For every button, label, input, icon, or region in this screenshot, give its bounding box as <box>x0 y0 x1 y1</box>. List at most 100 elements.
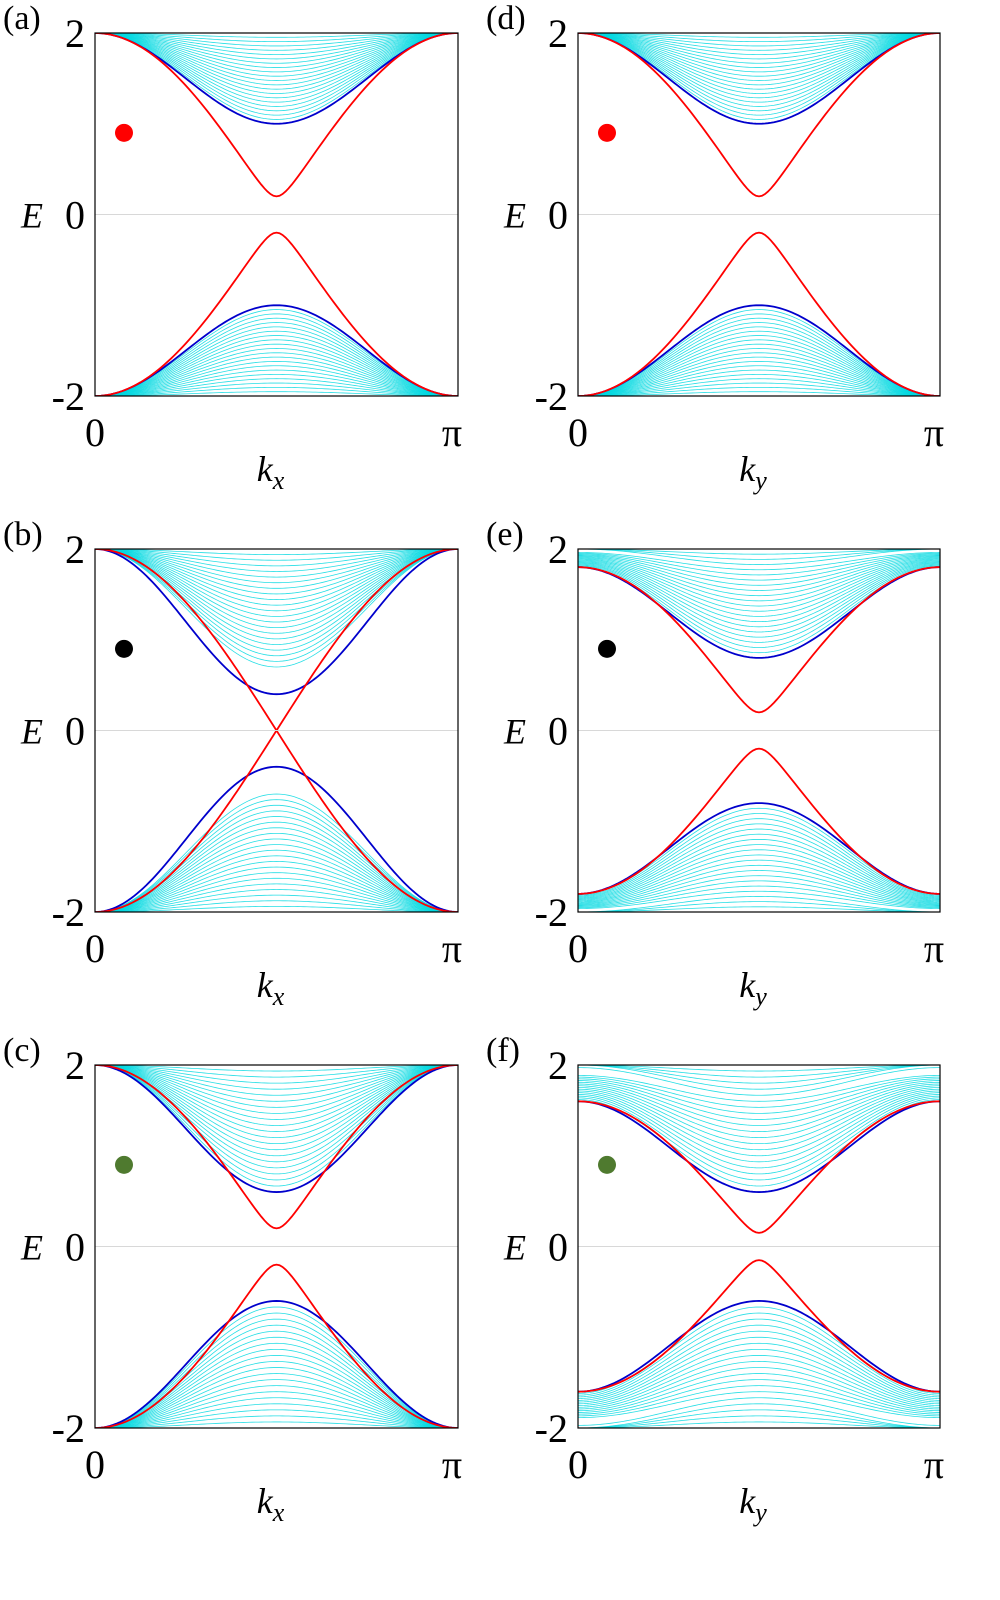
bulk-band-line <box>578 549 940 560</box>
bulk-band-line <box>578 552 940 576</box>
bulk-band-line <box>95 1348 458 1428</box>
y-axis-label: E <box>20 1228 43 1268</box>
x-axis-label-subscript: x <box>272 1498 285 1527</box>
bulk-band-line <box>578 33 940 47</box>
y-axis-label: E <box>20 196 43 236</box>
bulk-band-line <box>95 549 458 640</box>
state-marker-dot <box>598 639 616 658</box>
bulk-band-line <box>95 356 458 396</box>
x-tick-label: 0 <box>85 410 105 455</box>
bulk-band-line <box>95 1373 458 1428</box>
curves <box>95 33 458 396</box>
bulk-band-line <box>578 1065 940 1078</box>
bulk-band-line <box>95 33 458 56</box>
bulk-band-line <box>95 799 458 912</box>
y-axis-label: E <box>503 1228 526 1268</box>
bulk-band-line <box>578 1354 940 1408</box>
bulk-band-line <box>578 33 940 90</box>
x-axis-label-subscript: y <box>752 1498 767 1527</box>
bulk-band-line <box>95 1065 458 1169</box>
panel-label: (f) <box>486 1032 520 1069</box>
bulk-band-line <box>95 1354 458 1428</box>
bulk-band-line <box>578 549 940 555</box>
bulk-band-line <box>95 1318 458 1428</box>
bulk-band-line <box>578 844 940 902</box>
bulk-band-line <box>95 1065 458 1084</box>
red-edge-state <box>95 231 458 396</box>
bulk-band-line <box>578 33 940 86</box>
panel-label: (c) <box>3 1032 41 1069</box>
bulk-band-line <box>578 1080 940 1120</box>
bulk-band-line <box>578 1088 940 1151</box>
bulk-band-line <box>95 322 458 396</box>
bulk-band-line <box>578 1403 940 1428</box>
bulk-band-line <box>578 1324 940 1400</box>
bulk-band-line <box>95 804 458 912</box>
bulk-band-line <box>578 33 940 81</box>
blue-band-line <box>95 1065 458 1193</box>
bulk-band-line <box>95 1065 458 1108</box>
bulk-band-line <box>578 1095 940 1175</box>
bulk-band-line <box>95 1065 458 1187</box>
bulk-band-line <box>95 33 458 112</box>
bulk-band-line <box>95 1065 458 1120</box>
bulk-band-line <box>95 549 458 600</box>
bulk-band-line <box>95 330 458 396</box>
bulk-band-line <box>95 339 458 396</box>
bulk-band-line <box>95 872 458 912</box>
bulk-band-line <box>95 1336 458 1428</box>
bulk-band-line <box>95 33 458 103</box>
bulk-band-line <box>95 821 458 912</box>
x-tick-label: 0 <box>568 926 588 971</box>
x-axis-label: ky <box>739 965 767 1011</box>
x-axis-label-subscript: y <box>752 466 767 495</box>
y-tick-label: 2 <box>65 1043 85 1088</box>
plot-frame <box>577 548 941 913</box>
red-edge-state <box>578 566 940 714</box>
bulk-band-line <box>95 1065 458 1139</box>
bulk-band-line <box>95 33 458 51</box>
bulk-band-line <box>95 1403 458 1428</box>
state-marker-dot <box>598 1155 616 1174</box>
bulk-band-line <box>95 1065 458 1175</box>
bulk-band-line <box>95 369 458 396</box>
bulk-band-line <box>95 549 458 634</box>
bulk-band-line <box>95 889 458 912</box>
bulk-band-line <box>578 875 940 907</box>
bulk-band-line <box>95 1415 458 1428</box>
bulk-band-line <box>95 861 458 912</box>
bulk-band-line <box>578 859 940 904</box>
bulk-band-line <box>578 33 940 112</box>
bulk-band-line <box>578 1409 940 1428</box>
bulk-band-line <box>578 1067 940 1096</box>
y-tick-label: 0 <box>548 1225 568 1270</box>
bulk-band-line <box>578 1415 940 1428</box>
bulk-band-line <box>578 1312 940 1396</box>
bulk-band-line <box>95 1409 458 1428</box>
bulk-band-line <box>578 813 940 896</box>
bulk-band-line <box>578 330 940 396</box>
bulk-band-line <box>95 549 458 589</box>
y-tick-label: 0 <box>65 193 85 238</box>
bulk-band-line <box>578 1076 940 1108</box>
blue-band-line <box>578 304 940 396</box>
state-marker-dot <box>115 1155 133 1174</box>
bulk-band-line <box>95 1065 458 1126</box>
bulk-band-line <box>95 1065 458 1181</box>
bulk-band-line <box>95 373 458 396</box>
bulk-band-line <box>578 33 940 38</box>
bulk-band-line <box>578 33 940 103</box>
bulk-band-line <box>95 549 458 572</box>
bulk-band-line <box>95 348 458 396</box>
x-axis-label: kx <box>257 965 285 1011</box>
bulk-band-line <box>578 339 940 396</box>
bulk-band-line <box>578 1361 940 1410</box>
bulk-band-line <box>95 1361 458 1428</box>
y-tick-label: 2 <box>65 11 85 56</box>
red-edge-state <box>95 1263 458 1428</box>
bulk-band-line <box>95 866 458 912</box>
bulk-band-line <box>578 317 940 396</box>
state-marker-dot <box>115 639 133 658</box>
bulk-band-line <box>95 549 458 623</box>
bulk-band-line <box>578 553 940 581</box>
